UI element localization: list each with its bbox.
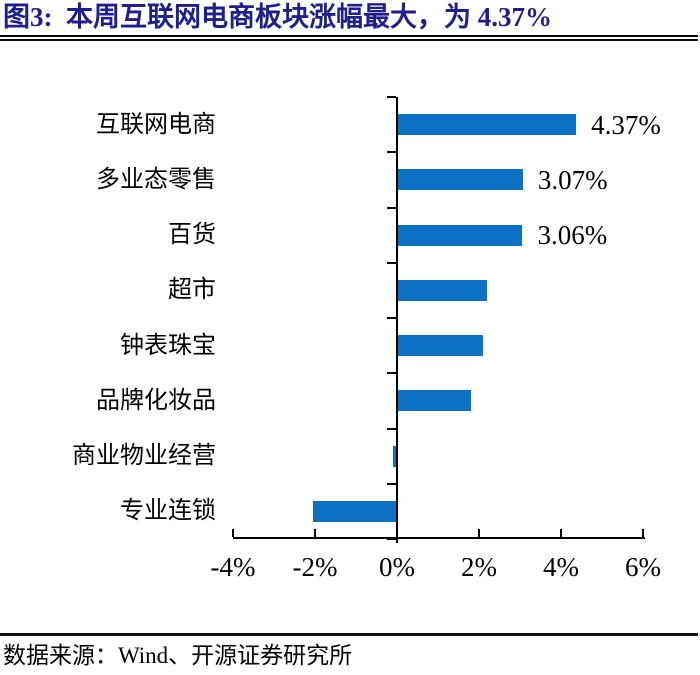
value-label: 3.07% <box>537 164 608 195</box>
value-label: 3.06% <box>537 220 608 251</box>
y-axis-tick <box>387 372 396 375</box>
x-axis-tick-label: -4% <box>210 552 256 582</box>
category-label: 百货 <box>168 222 216 249</box>
y-axis-line <box>396 97 398 543</box>
category-label: 多业态零售 <box>96 166 216 193</box>
footer-separator <box>0 633 698 636</box>
bar <box>397 390 471 412</box>
x-axis-tick <box>642 529 644 537</box>
x-axis-tick <box>478 529 480 537</box>
bar <box>397 279 488 301</box>
x-axis-line <box>233 537 645 539</box>
x-axis-tick-label: 6% <box>625 552 661 582</box>
y-axis-tick <box>387 482 396 485</box>
value-label: 4.37% <box>591 109 661 140</box>
y-axis-tick <box>387 317 396 319</box>
y-axis-tick <box>387 206 396 209</box>
title-separator-top-line <box>0 35 698 37</box>
category-label: 互联网电商 <box>96 111 216 138</box>
bar <box>392 445 397 467</box>
category-label: 超市 <box>168 277 216 304</box>
bar <box>397 114 577 136</box>
x-axis-tick-label: -2% <box>292 552 338 582</box>
x-axis-tick <box>396 529 398 537</box>
bar <box>312 500 397 522</box>
category-label: 专业连锁 <box>120 498 216 525</box>
bar <box>397 169 523 191</box>
y-axis-tick <box>387 261 396 264</box>
bar-chart: 互联网电商 4.37% 多业态零售 3.07% 百货 3.06% 超市钟表珠宝品牌化妆品商业… <box>72 96 661 582</box>
y-axis-tick <box>387 96 396 98</box>
figure-title: 图3: 本周互联网电商板块涨幅最大，为 4.37% <box>3 2 552 32</box>
x-axis-tick <box>314 529 316 537</box>
category-label: 商业物业经营 <box>72 443 216 470</box>
data-source-text: 数据来源：Wind、开源证券研究所 <box>3 643 353 668</box>
x-axis-tick-label: 4% <box>543 552 579 582</box>
category-label: 钟表珠宝 <box>120 332 216 359</box>
bar <box>397 335 484 357</box>
x-axis-tick <box>560 529 562 537</box>
bar <box>397 224 523 246</box>
y-axis-tick <box>387 427 396 430</box>
y-axis-tick <box>387 151 396 154</box>
title-separator-bottom-line <box>0 39 698 41</box>
x-axis-tick-label: 0% <box>379 552 415 582</box>
category-label: 品牌化妆品 <box>96 387 216 414</box>
x-axis-tick-label: 2% <box>461 552 497 582</box>
x-axis-tick <box>232 529 234 537</box>
y-axis-tick <box>387 538 396 540</box>
